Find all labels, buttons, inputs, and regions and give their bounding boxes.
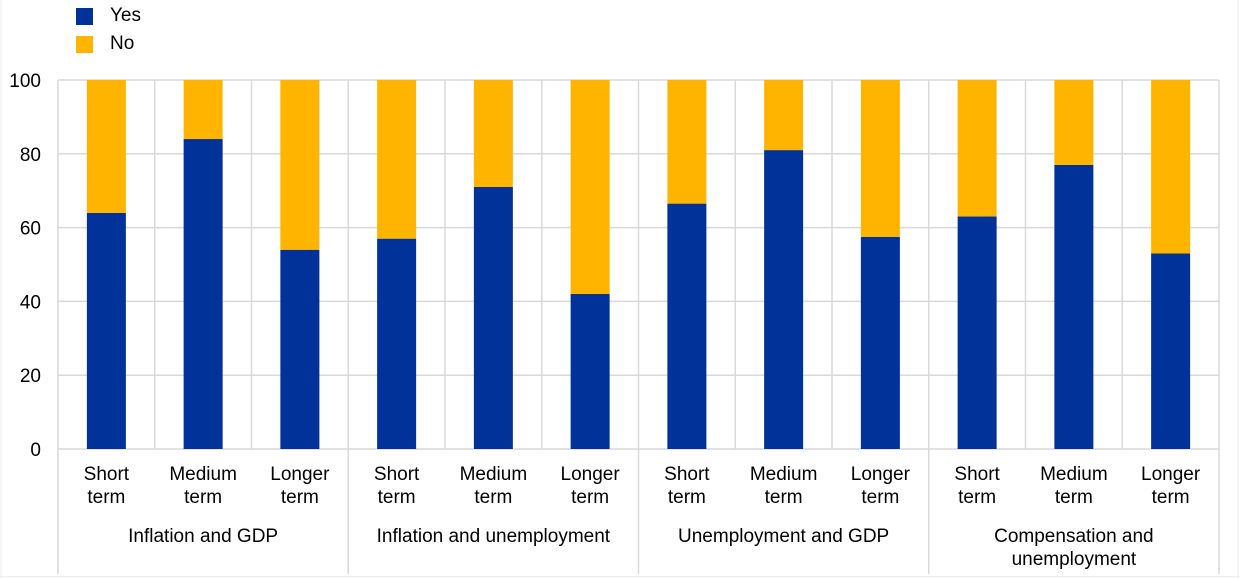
x-tick-label: term — [571, 487, 609, 508]
bar-yes-4 — [377, 238, 417, 449]
gridlines — [57, 79, 1220, 574]
bar-yes-12 — [1151, 253, 1191, 449]
bar-yes-10 — [957, 216, 997, 449]
x-tick-label: term — [1152, 487, 1190, 508]
x-tick-label: term — [281, 487, 319, 508]
bar-yes-6 — [570, 294, 610, 449]
x-tick-label: term — [958, 487, 996, 508]
bar-no-12 — [1151, 80, 1191, 254]
x-tick-label: Longer — [270, 464, 330, 485]
y-tick-label: 40 — [20, 292, 41, 313]
group-label: Inflation and unemployment — [377, 526, 611, 547]
x-tick-label: Medium — [169, 464, 237, 485]
bar-yes-1 — [86, 212, 126, 449]
legend-swatch-yes — [76, 7, 93, 25]
bar-no-7 — [667, 80, 707, 204]
bar-no-1 — [86, 80, 126, 213]
legend-label-no: No — [110, 33, 135, 54]
x-tick-label: term — [378, 487, 416, 508]
y-tick-label: 0 — [30, 440, 41, 461]
bar-no-8 — [764, 80, 804, 151]
x-tick-label: term — [184, 487, 222, 508]
legend: Yes No — [76, 2, 141, 58]
bar-yes-5 — [473, 187, 513, 449]
bar-yes-3 — [280, 249, 320, 449]
bar-yes-2 — [183, 139, 223, 450]
group-label: Unemployment and GDP — [678, 526, 889, 547]
x-tick-label: Short — [374, 464, 420, 485]
bar-yes-8 — [764, 150, 804, 450]
y-tick-label: 100 — [9, 71, 41, 92]
x-tick-label: term — [765, 487, 803, 508]
bar-no-5 — [473, 80, 513, 188]
x-axis: ShorttermMediumtermLongertermShorttermMe… — [84, 464, 1201, 570]
y-tick-label: 60 — [20, 219, 41, 240]
x-tick-label: Longer — [1141, 464, 1201, 485]
x-tick-label: term — [861, 487, 899, 508]
bar-no-11 — [1054, 80, 1094, 165]
x-tick-label: Medium — [750, 464, 818, 485]
x-tick-label: term — [87, 487, 125, 508]
bar-yes-9 — [860, 236, 900, 449]
y-tick-label: 80 — [20, 145, 41, 166]
x-tick-label: Medium — [460, 464, 528, 485]
y-axis: 0 20 40 60 80 100 — [9, 71, 41, 461]
legend-item-no: No — [76, 30, 141, 58]
group-label: Inflation and GDP — [128, 526, 278, 547]
group-label: unemployment — [1012, 549, 1137, 570]
legend-swatch-no — [76, 35, 93, 53]
bar-no-10 — [957, 80, 997, 217]
bar-no-6 — [570, 80, 610, 295]
bar-yes-11 — [1054, 164, 1094, 449]
x-tick-label: Longer — [561, 464, 621, 485]
bar-no-9 — [860, 80, 900, 237]
bar-no-3 — [280, 80, 320, 250]
y-tick-label: 20 — [20, 366, 41, 387]
bars — [86, 80, 1191, 450]
x-tick-label: Short — [954, 464, 1000, 485]
legend-item-yes: Yes — [76, 2, 141, 30]
group-label: Compensation and — [994, 526, 1154, 547]
bar-yes-7 — [667, 203, 707, 449]
x-tick-label: Medium — [1040, 464, 1108, 485]
x-tick-label: term — [668, 487, 706, 508]
legend-label-yes: Yes — [110, 5, 141, 26]
bar-no-2 — [183, 80, 223, 140]
x-tick-label: term — [474, 487, 512, 508]
x-tick-label: term — [1055, 487, 1093, 508]
bar-no-4 — [377, 80, 417, 239]
x-tick-label: Short — [84, 464, 130, 485]
x-tick-label: Longer — [851, 464, 911, 485]
x-tick-label: Short — [664, 464, 710, 485]
